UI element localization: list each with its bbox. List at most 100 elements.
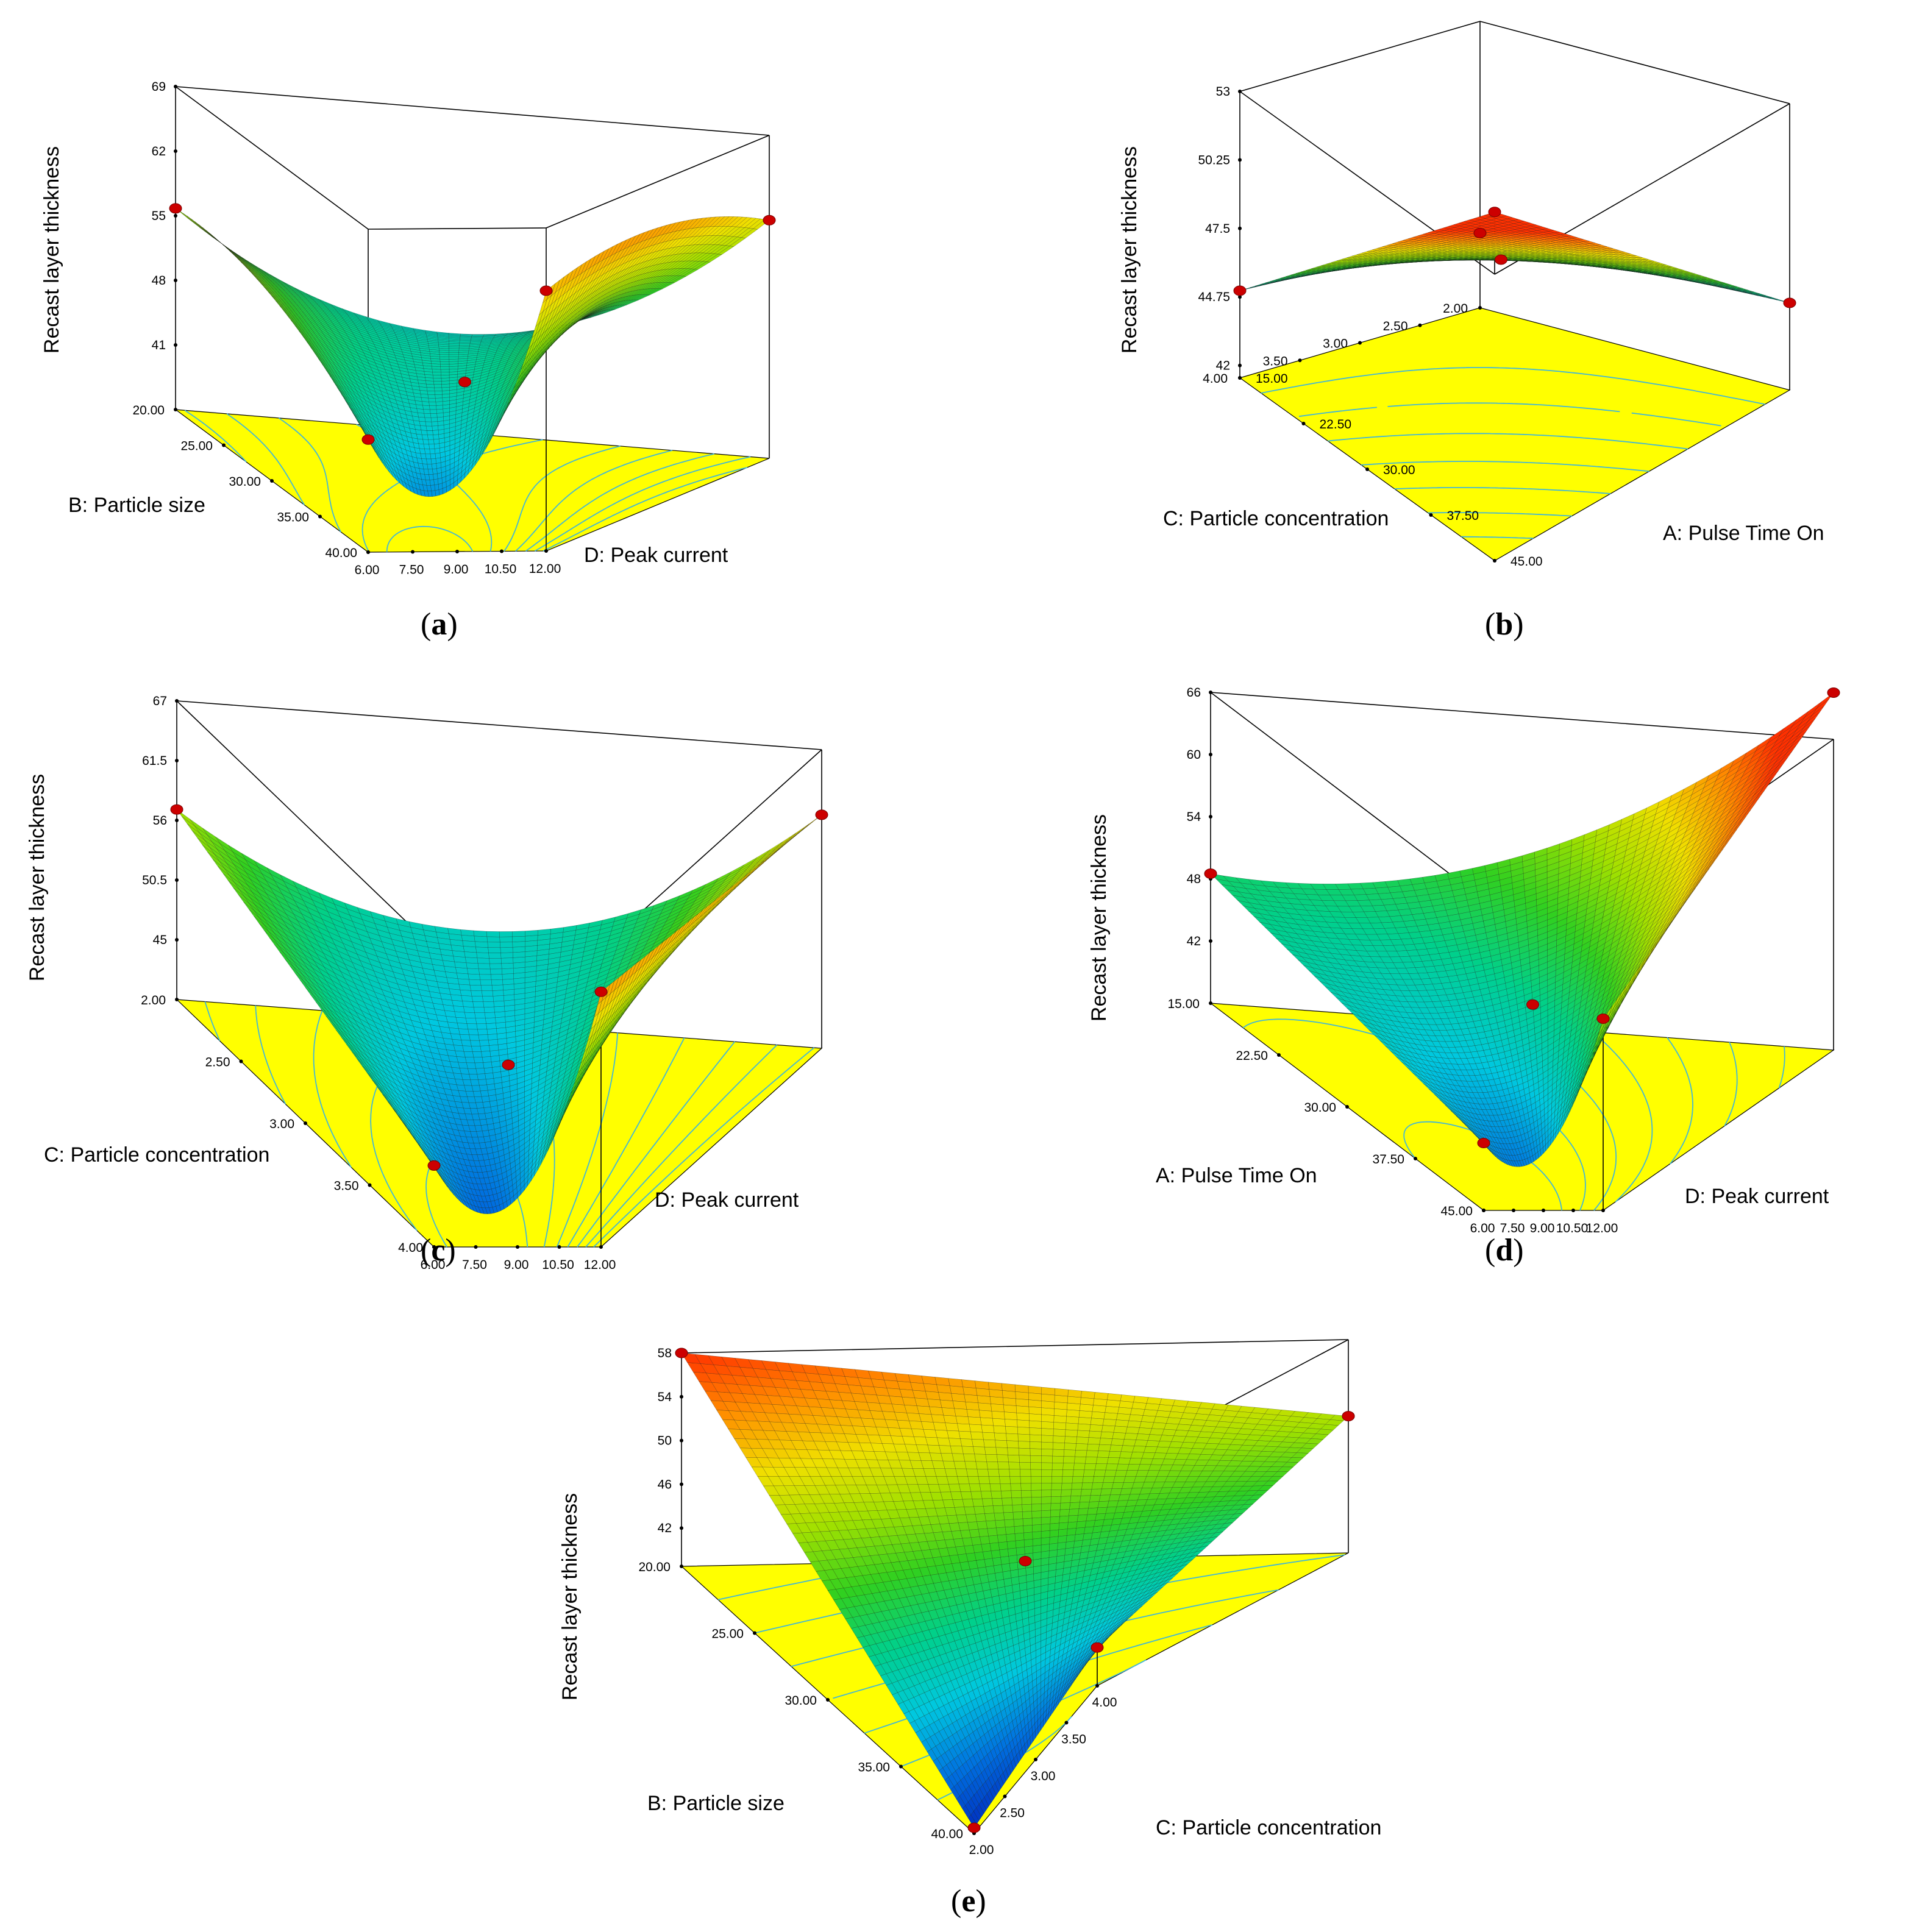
a-surface-cell — [423, 444, 430, 450]
a-surface-cell — [431, 463, 437, 469]
a-surface-cell — [424, 413, 432, 418]
a-surface-cell — [421, 435, 429, 440]
a-surface-cell — [430, 458, 436, 464]
b-contours — [1261, 367, 1765, 539]
a-surface-cell — [427, 435, 434, 440]
a-contour-line — [534, 456, 751, 552]
a-surface-cell — [433, 378, 442, 382]
a-contour-line — [184, 410, 715, 552]
a-contours — [184, 410, 751, 553]
a-surface-cell — [435, 452, 441, 459]
a-x-tick-mark — [455, 550, 459, 553]
a-contour-line — [278, 417, 621, 552]
a-surface-cell — [420, 394, 429, 399]
a-surface-cell — [433, 384, 443, 388]
a-surface-cell — [459, 340, 471, 343]
b-surface — [1239, 211, 1790, 304]
a-z-tick-label: 55 — [152, 209, 166, 223]
a-surface-cell — [434, 448, 441, 454]
a-z-tick-label: 41 — [152, 338, 166, 352]
a-x-tick-mark — [411, 550, 415, 554]
a-y-tick-label: 40.00 — [325, 546, 357, 560]
a-x-tick-label: 7.50 — [399, 563, 424, 577]
a-surface-cell — [427, 391, 435, 395]
a-surface-cell — [441, 383, 450, 388]
a-x-axis: 6.00 7.50 9.00 10.50 12.00 — [355, 549, 561, 577]
a-surface-cell — [432, 369, 441, 373]
a-contour-line — [226, 413, 673, 552]
a-surface-cell — [425, 383, 435, 388]
a-y-tick-label: 35.00 — [277, 511, 309, 525]
a-surface-cell — [429, 405, 437, 410]
a-surface-cell — [425, 380, 435, 385]
b-contour-line — [1328, 433, 1688, 450]
a-surface-cell — [433, 438, 439, 444]
a-surface-cell — [421, 401, 430, 406]
a-surface-cell — [431, 421, 438, 427]
a-y-tick-mark — [270, 479, 274, 483]
a-surface-cell — [420, 425, 427, 431]
a-surface-cell — [432, 375, 442, 378]
a-y-title: B: Particle size — [68, 494, 205, 517]
a-surface — [175, 208, 770, 497]
a-surface-cell — [435, 394, 443, 399]
a-surface-cell — [440, 366, 450, 370]
a-y-tick-label: 20.00 — [132, 403, 165, 417]
b-contour-line — [1394, 487, 1611, 494]
a-surface-cell — [426, 430, 433, 436]
chart-panel-b: 42 44.75 47.5 50.25 53 Recast layer thickness… — [987, 0, 1925, 646]
a-surface-cell — [429, 409, 437, 414]
a-z-tick-mark — [174, 214, 177, 218]
a-surface-cell — [417, 413, 425, 418]
a-surface-cell — [419, 421, 427, 427]
a-x-tick-label: 9.00 — [444, 563, 469, 577]
a-surface-cell — [449, 348, 460, 351]
a-y-tick-mark — [366, 550, 370, 554]
a-surface-cell — [421, 430, 428, 436]
a-surface-cell — [441, 380, 450, 385]
a-surface-cell — [432, 430, 439, 435]
a-surface-cell — [425, 377, 434, 382]
a-surface-cell — [439, 352, 449, 355]
a-surface-cell — [426, 387, 435, 392]
a-surface-cell — [435, 401, 443, 406]
a-surface-cell — [434, 391, 443, 395]
a-surface-cell — [429, 402, 436, 406]
a-surface-cell — [423, 409, 431, 414]
a-surface-cell — [449, 344, 460, 347]
a-surface-cell — [425, 421, 432, 427]
a-design-point — [458, 377, 471, 388]
a-surface-cell — [436, 413, 444, 418]
b-contour-line — [1298, 402, 1721, 427]
a-surface-cell — [432, 372, 441, 375]
a-z-tick-mark — [174, 279, 177, 282]
a-surface-cell — [449, 352, 459, 355]
a-x-tick-label: 10.50 — [485, 563, 517, 577]
a-surface-cell — [428, 439, 435, 445]
a-surface-cell — [440, 372, 450, 375]
a-surface-cell — [422, 405, 430, 410]
a-surface-cell — [435, 397, 443, 402]
a-surface-cell — [430, 453, 436, 460]
a-surface-cell — [449, 346, 460, 349]
a-surface-cell — [429, 449, 436, 455]
b-contour-line — [1461, 536, 1534, 539]
a-box-edge — [368, 227, 547, 230]
a-surface-cell — [432, 425, 439, 431]
a-surface-cell — [433, 381, 442, 385]
a-surface-cell — [459, 343, 471, 346]
a-design-point — [539, 285, 553, 296]
a-surface-cell — [433, 473, 438, 480]
b-contour-line — [1261, 367, 1765, 405]
a-y-tick-mark — [318, 514, 322, 519]
a-surface-cell — [439, 357, 450, 360]
a-surface-cell — [424, 417, 432, 422]
a-z-title: Recast layer thickness — [40, 146, 63, 353]
b-box-edge — [1479, 21, 1790, 104]
a-surface-cell — [449, 350, 460, 353]
a-surface-cell — [439, 358, 450, 362]
